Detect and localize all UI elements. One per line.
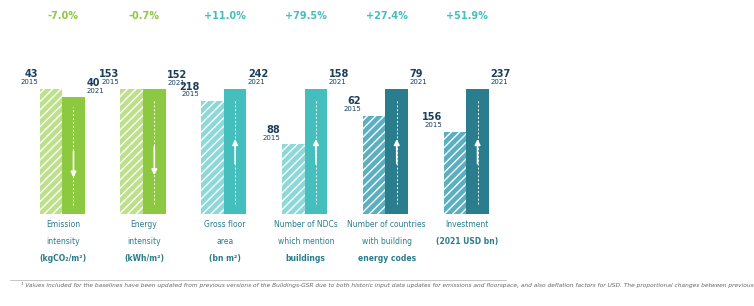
Bar [305,89,327,214]
Text: 43: 43 [24,69,38,80]
Text: 237: 237 [490,69,510,80]
Text: Number of countries: Number of countries [348,220,426,229]
Text: buildings: buildings [286,254,326,263]
Text: -7.0%: -7.0% [48,11,79,21]
Text: 2015: 2015 [262,135,280,140]
Text: 158: 158 [329,69,349,80]
FancyBboxPatch shape [201,101,224,214]
FancyBboxPatch shape [363,116,385,214]
Bar [363,116,385,214]
Text: 62: 62 [348,96,361,106]
Bar [224,89,247,214]
Bar [201,101,224,214]
Text: with building: with building [362,237,412,246]
Text: 2015: 2015 [20,79,38,85]
Bar [143,89,166,214]
Bar [39,89,62,214]
Text: intensity: intensity [127,237,161,246]
Text: +51.9%: +51.9% [446,11,489,21]
Text: 2021: 2021 [490,79,508,85]
Text: 2015: 2015 [101,79,119,85]
Text: 2021: 2021 [248,79,265,85]
Text: +79.5%: +79.5% [285,11,326,21]
Text: 2015: 2015 [344,106,361,112]
Text: (2021 USD bn): (2021 USD bn) [437,237,498,246]
FancyBboxPatch shape [39,89,62,214]
Text: intensity: intensity [47,237,80,246]
Text: Number of NDCs: Number of NDCs [274,220,338,229]
Bar [62,97,84,214]
Text: 88: 88 [267,125,280,135]
Text: -0.7%: -0.7% [129,11,160,21]
Bar [443,132,466,214]
Text: Gross floor: Gross floor [204,220,246,229]
Text: 242: 242 [248,69,268,80]
Text: +11.0%: +11.0% [204,11,246,21]
Text: energy codes: energy codes [357,254,415,263]
Text: (kWh/m²): (kWh/m²) [124,254,164,263]
Bar [282,144,305,214]
Text: ¹ Values included for the baselines have been updated from previous versions of : ¹ Values included for the baselines have… [20,282,754,289]
Bar [385,89,408,214]
Text: Investment: Investment [446,220,489,229]
Text: which mention: which mention [277,237,334,246]
Text: 218: 218 [179,82,200,92]
Text: 156: 156 [421,112,442,122]
Text: Energy: Energy [130,220,158,229]
Text: 153: 153 [99,69,119,80]
Text: 40: 40 [87,78,100,88]
Text: (kgCO₂/m²): (kgCO₂/m²) [40,254,87,263]
Text: 2021: 2021 [167,80,185,86]
Text: 79: 79 [409,69,423,80]
Bar [466,89,489,214]
FancyBboxPatch shape [121,89,143,214]
FancyBboxPatch shape [443,132,466,214]
Text: 2021: 2021 [329,79,347,85]
Text: 2021: 2021 [409,79,428,85]
Text: area: area [216,237,234,246]
Text: Emission: Emission [46,220,81,229]
FancyBboxPatch shape [282,144,305,214]
Text: +27.4%: +27.4% [366,11,407,21]
Text: 2015: 2015 [425,122,442,128]
Bar [121,89,143,214]
Text: 152: 152 [167,70,188,80]
Text: 2021: 2021 [87,88,104,94]
Text: (bn m²): (bn m²) [209,254,241,263]
Text: 2015: 2015 [182,91,200,97]
